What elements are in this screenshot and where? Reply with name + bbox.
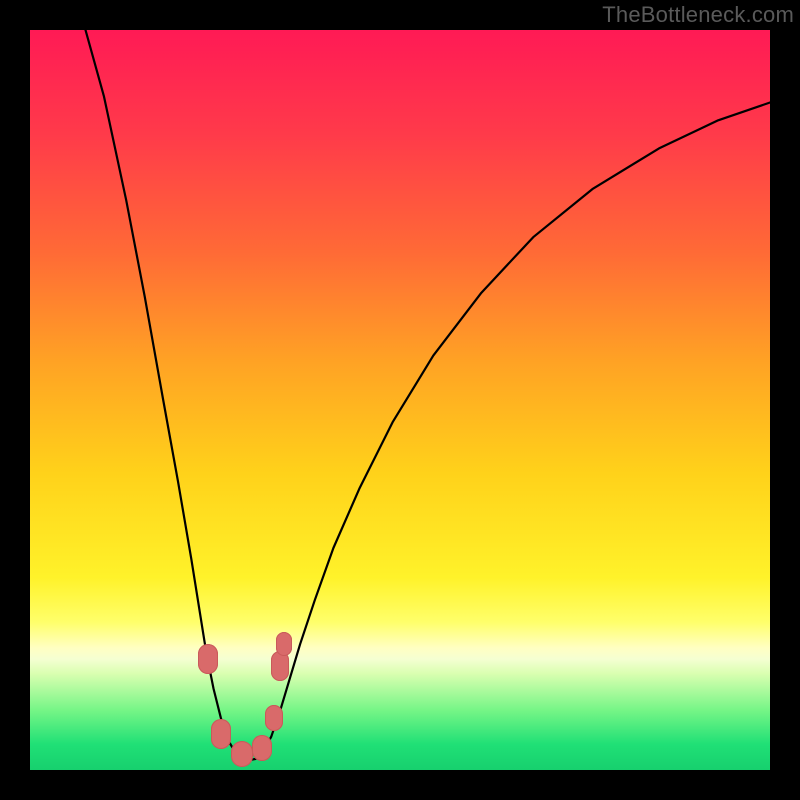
plot-area: [30, 30, 770, 770]
curve-marker: [252, 735, 272, 761]
chart-root: TheBottleneck.com: [0, 0, 800, 800]
curve-marker: [265, 705, 283, 731]
frame-border-bottom: [0, 770, 800, 800]
curve-marker: [198, 644, 218, 674]
curve-marker: [276, 632, 292, 656]
frame-border-left: [0, 0, 30, 800]
curve-marker: [271, 651, 289, 681]
watermark-text: TheBottleneck.com: [602, 2, 794, 28]
curve-marker: [231, 741, 253, 767]
frame-border-right: [770, 0, 800, 800]
curve-marker: [211, 719, 231, 749]
curve-svg: [30, 30, 770, 770]
curve-right-branch: [248, 103, 770, 761]
curve-left-branch: [86, 30, 249, 760]
